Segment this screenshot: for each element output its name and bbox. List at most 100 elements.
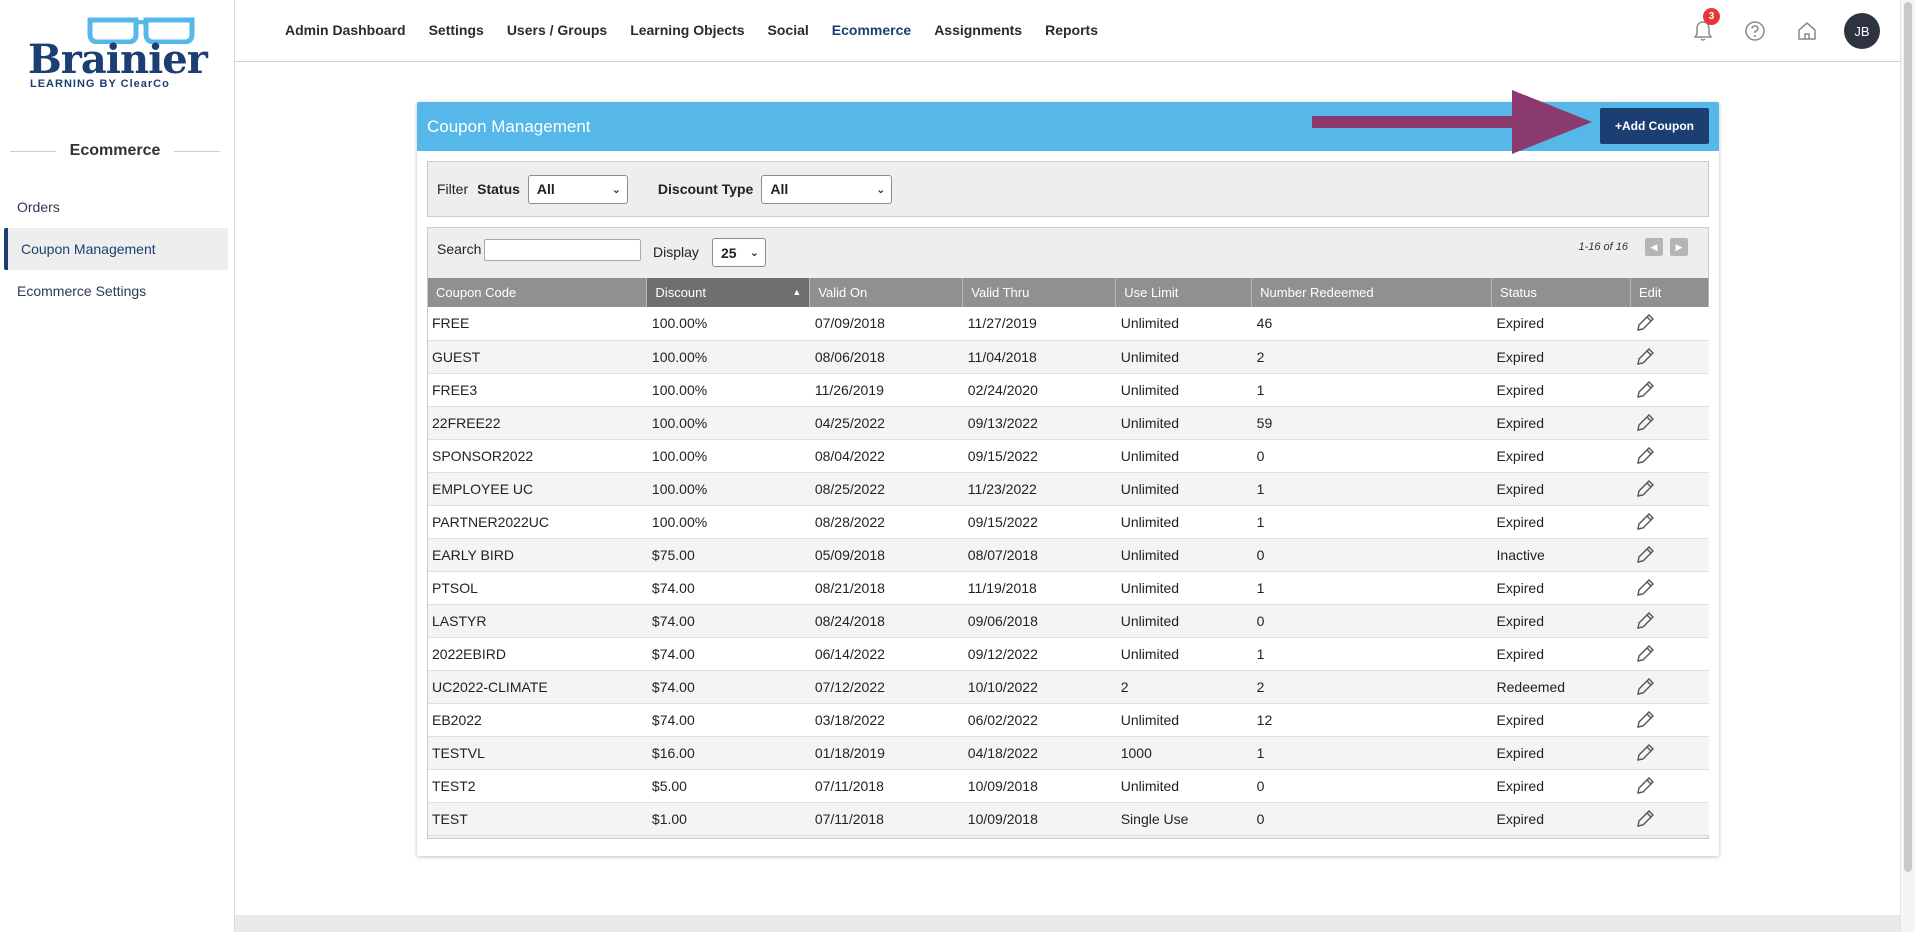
pencil-icon[interactable] bbox=[1634, 445, 1656, 467]
table-row: PARTNER2022UC 100.00% 08/28/2022 09/15/2022… bbox=[428, 505, 1709, 539]
cell-valid-thru: 10/09/2018 bbox=[962, 802, 1116, 836]
cell-number-redeemed: 1 bbox=[1251, 505, 1492, 539]
notifications-button[interactable]: 3 bbox=[1688, 8, 1720, 48]
table-row: TESTVL $16.00 01/18/2019 04/18/2022 1000 1 Exp… bbox=[428, 736, 1709, 770]
table-row: EB2022 $74.00 03/18/2022 06/02/2022 Unlimite… bbox=[428, 703, 1709, 737]
pencil-icon[interactable] bbox=[1634, 412, 1656, 434]
nav-learning-objects[interactable]: Learning Objects bbox=[630, 22, 745, 38]
nav-settings[interactable]: Settings bbox=[428, 22, 484, 38]
col-discount-label: Discount bbox=[655, 285, 706, 300]
cell-valid-on: 11/26/2019 bbox=[809, 373, 963, 407]
cell-use-limit: Unlimited bbox=[1115, 637, 1252, 671]
cell-edit bbox=[1630, 439, 1709, 473]
discount-type-filter-value: All bbox=[770, 181, 789, 197]
cell-use-limit: Unlimited bbox=[1115, 769, 1252, 803]
pencil-icon[interactable] bbox=[1634, 643, 1656, 665]
cell-edit bbox=[1630, 406, 1709, 440]
page-title: Coupon Management bbox=[427, 116, 591, 136]
pencil-icon[interactable] bbox=[1634, 775, 1656, 797]
top-icons: 3 JB bbox=[1688, 8, 1880, 49]
avatar[interactable]: JB bbox=[1844, 13, 1880, 49]
divider bbox=[174, 150, 220, 152]
home-button[interactable] bbox=[1792, 14, 1822, 48]
cell-discount: $74.00 bbox=[646, 703, 810, 737]
pencil-icon[interactable] bbox=[1634, 676, 1656, 698]
cell-coupon-code: SPONSOR2022 bbox=[428, 439, 647, 473]
cell-valid-thru: 08/07/2018 bbox=[962, 538, 1116, 572]
sidebar: Brainier LEARNING BY ClearCo Ecommerce O… bbox=[0, 0, 235, 932]
nav-users-groups[interactable]: Users / Groups bbox=[506, 22, 608, 38]
sidebar-item-ecommerce-settings[interactable]: Ecommerce Settings bbox=[17, 283, 147, 299]
cell-coupon-code: 22FREE22 bbox=[428, 406, 647, 440]
nav-reports[interactable]: Reports bbox=[1045, 22, 1099, 38]
discount-type-filter-select[interactable]: All ⌄ bbox=[761, 174, 893, 204]
cell-discount: $1.00 bbox=[646, 802, 810, 836]
nav-social[interactable]: Social bbox=[767, 22, 809, 38]
cell-coupon-code: TESTVL bbox=[428, 736, 647, 770]
pencil-icon[interactable] bbox=[1634, 379, 1656, 401]
cell-number-redeemed: 46 bbox=[1251, 307, 1492, 341]
col-valid-thru[interactable]: Valid Thru bbox=[962, 278, 1117, 307]
sidebar-heading: Ecommerce bbox=[10, 140, 220, 162]
discount-type-filter-label: Discount Type bbox=[657, 181, 754, 197]
scrollbar[interactable] bbox=[1900, 0, 1915, 932]
cell-number-redeemed: 0 bbox=[1251, 769, 1492, 803]
table-header-row: Coupon Code Discount ▲ Valid On Valid Thr… bbox=[428, 278, 1710, 307]
pencil-icon[interactable] bbox=[1634, 610, 1656, 632]
cell-discount: 100.00% bbox=[646, 439, 810, 473]
cell-status: Expired bbox=[1491, 604, 1631, 638]
nav-ecommerce[interactable]: Ecommerce bbox=[831, 22, 912, 38]
col-use-limit[interactable]: Use Limit bbox=[1115, 278, 1253, 307]
pencil-icon[interactable] bbox=[1634, 709, 1656, 731]
pencil-icon[interactable] bbox=[1634, 808, 1656, 830]
prev-page-icon[interactable]: ◀ bbox=[1645, 238, 1663, 256]
col-number-redeemed[interactable]: Number Redeemed bbox=[1251, 278, 1493, 307]
display-count-select[interactable]: 25 ⌄ bbox=[712, 238, 766, 267]
pencil-icon[interactable] bbox=[1634, 742, 1656, 764]
cell-coupon-code: FREE bbox=[428, 307, 647, 341]
pencil-icon[interactable] bbox=[1634, 577, 1656, 599]
cell-number-redeemed: 1 bbox=[1251, 571, 1492, 605]
pencil-icon[interactable] bbox=[1634, 478, 1656, 500]
pencil-icon[interactable] bbox=[1634, 346, 1656, 368]
sidebar-item-orders[interactable]: Orders bbox=[17, 199, 60, 215]
nav-assignments[interactable]: Assignments bbox=[934, 22, 1023, 38]
coupon-management-panel: Coupon Management +Add Coupon Filter Sta… bbox=[417, 90, 1719, 856]
search-input[interactable] bbox=[484, 239, 641, 261]
scrollbar-thumb[interactable] bbox=[1904, 2, 1912, 872]
cell-use-limit: Unlimited bbox=[1115, 373, 1252, 407]
cell-status: Expired bbox=[1491, 736, 1631, 770]
cell-discount: $5.00 bbox=[646, 769, 810, 803]
cell-number-redeemed: 1 bbox=[1251, 637, 1492, 671]
col-discount[interactable]: Discount ▲ bbox=[646, 278, 811, 307]
add-coupon-button[interactable]: +Add Coupon bbox=[1600, 108, 1709, 144]
sidebar-item-coupon-management[interactable]: Coupon Management bbox=[4, 228, 228, 270]
col-valid-on[interactable]: Valid On bbox=[809, 278, 964, 307]
status-filter-select[interactable]: All ⌄ bbox=[527, 174, 628, 204]
arrow-annotation bbox=[1312, 90, 1592, 154]
cell-number-redeemed: 12 bbox=[1251, 703, 1492, 737]
cell-number-redeemed: 2 bbox=[1251, 670, 1492, 704]
chevron-down-icon: ⌄ bbox=[749, 247, 759, 259]
cell-discount: 100.00% bbox=[646, 373, 810, 407]
cell-status: Expired bbox=[1491, 703, 1631, 737]
nav-admin-dashboard[interactable]: Admin Dashboard bbox=[285, 22, 406, 38]
help-icon bbox=[1745, 21, 1765, 41]
table-row: LASTYR $74.00 08/24/2018 09/06/2018 Unlimite… bbox=[428, 604, 1709, 638]
cell-number-redeemed: 0 bbox=[1251, 604, 1492, 638]
table-row: PTSOL $74.00 08/21/2018 11/19/2018 Unlimited… bbox=[428, 571, 1709, 605]
cell-valid-on: 07/12/2022 bbox=[809, 670, 963, 704]
brand-logo[interactable]: Brainier LEARNING BY ClearCo bbox=[28, 16, 208, 92]
chevron-down-icon: ⌄ bbox=[876, 183, 886, 196]
cell-valid-on: 07/09/2018 bbox=[809, 307, 963, 341]
col-coupon-code[interactable]: Coupon Code bbox=[428, 278, 648, 307]
pencil-icon[interactable] bbox=[1634, 511, 1656, 533]
help-button[interactable] bbox=[1740, 14, 1770, 48]
sidebar-heading-label: Ecommerce bbox=[69, 142, 161, 159]
next-page-icon[interactable]: ▶ bbox=[1670, 238, 1688, 256]
pencil-icon[interactable] bbox=[1634, 544, 1656, 566]
col-status[interactable]: Status bbox=[1491, 278, 1631, 307]
cell-status: Expired bbox=[1491, 307, 1631, 341]
table-row: FREE3 100.00% 11/26/2019 02/24/2020 Unlimite… bbox=[428, 373, 1709, 407]
pencil-icon[interactable] bbox=[1634, 312, 1656, 334]
